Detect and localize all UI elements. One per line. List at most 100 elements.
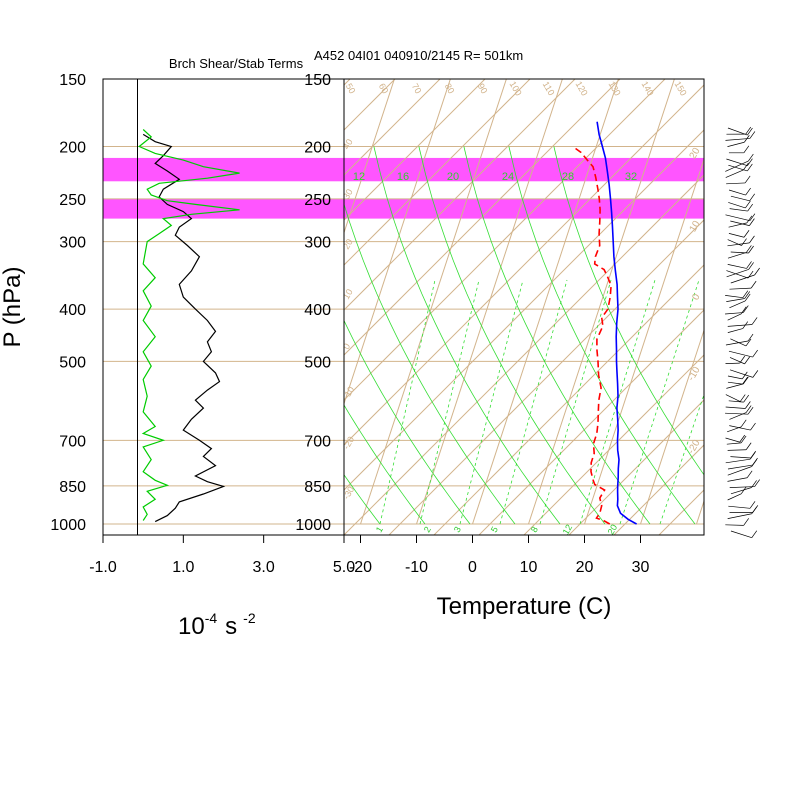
top-theta-label: 70	[410, 82, 424, 96]
bottom-mixing-label: 8	[529, 525, 540, 534]
bottom-mixing-label: 2	[422, 525, 433, 534]
y-tick-label: 250	[59, 192, 86, 209]
x-tick-label: 20	[576, 559, 594, 576]
wind-barb	[727, 477, 748, 482]
wind-barb-flag	[739, 394, 746, 402]
dry-adiabat	[523, 354, 704, 535]
wind-barb-flag	[744, 293, 751, 302]
wind-barb	[729, 486, 755, 488]
wind-barb-flag	[749, 218, 755, 226]
moist-adiabat	[508, 146, 696, 525]
right-x-tick-labels: -20 -10 0 10 20 30	[349, 535, 650, 576]
mixing-ratio-label: 20	[447, 171, 459, 183]
wind-barb	[726, 270, 749, 279]
mixing-ratio-line	[379, 279, 436, 525]
wind-barb	[726, 158, 748, 167]
moist-adiabat	[344, 202, 516, 525]
wind-barb	[729, 300, 746, 309]
wind-barb	[725, 160, 749, 172]
wind-barb-flag	[745, 401, 751, 409]
top-theta-label: 90	[476, 82, 490, 96]
bottom-mixing-label: 5	[489, 525, 500, 534]
y-tick-label: 400	[304, 302, 331, 319]
dry-adiabat	[0, 35, 349, 535]
x-label-unit-exponent: -2	[243, 610, 256, 626]
wind-barb	[725, 394, 741, 402]
y-tick-label: 1000	[50, 517, 86, 534]
wind-barb	[729, 369, 753, 378]
x-axis-label-left: 10-4 s -2	[178, 610, 256, 640]
wind-barb-flag	[748, 262, 754, 270]
top-theta-label: 150	[673, 79, 689, 97]
wind-barb-flag	[751, 530, 758, 538]
wind-barb-flag	[747, 407, 754, 415]
dry-adiabat	[478, 309, 704, 535]
wind-barb	[725, 406, 746, 409]
wind-barb	[727, 324, 753, 327]
wind-barb-flag	[751, 480, 757, 488]
wind-barb	[728, 400, 744, 403]
dry-adiabat	[344, 79, 531, 266]
wind-barb-flag	[745, 442, 752, 450]
isotherm	[528, 79, 675, 525]
mixing-ratio-label: 12	[353, 171, 365, 183]
mixing-ratio-label: 32	[625, 171, 637, 183]
wind-barb	[727, 464, 753, 470]
isotherm	[696, 499, 704, 525]
wind-barb	[725, 169, 744, 178]
moist-adiabat	[344, 474, 381, 525]
wind-barb-flag	[752, 370, 759, 378]
wind-barb-flag	[739, 355, 746, 364]
wind-barb-flag	[749, 131, 756, 139]
wind-barb	[725, 214, 750, 221]
moist-adiabat	[553, 146, 704, 476]
wind-barb	[730, 195, 750, 202]
y-tick-label: 150	[304, 72, 331, 89]
wind-barb-flag	[745, 200, 751, 209]
side-theta-label: 0	[341, 342, 352, 351]
wind-barb	[727, 264, 747, 269]
wind-barb	[728, 189, 746, 196]
x-tick-label: 30	[632, 559, 650, 576]
wind-barb-column	[725, 126, 760, 539]
mixing-ratio-label: 16	[397, 171, 409, 183]
top-theta-label: 130	[607, 79, 623, 97]
dewpoint-line	[572, 145, 612, 525]
wind-barb	[725, 138, 750, 141]
x-label-unit: s	[225, 613, 237, 640]
wind-barb-flag	[744, 175, 751, 184]
mixing-ratio-line	[659, 393, 704, 525]
y-tick-label: 400	[59, 302, 86, 319]
right-edge-label: -10	[686, 365, 703, 383]
isotherm	[640, 328, 704, 525]
top-theta-label: 50	[344, 82, 358, 96]
dry-adiabat	[344, 79, 666, 401]
highlight-band	[103, 157, 704, 182]
dry-adiabat	[344, 79, 486, 221]
wind-barb-flag	[742, 290, 749, 298]
wind-barb	[725, 295, 743, 299]
right-edge-label: 0	[690, 292, 703, 303]
wind-barb-flag	[743, 394, 750, 403]
wind-barb	[728, 505, 751, 509]
y-tick-label: 700	[59, 433, 86, 450]
y-tick-label: 150	[59, 72, 86, 89]
wind-barb	[727, 313, 742, 321]
right-y-tick-labels: 150 200 250 300 400 500 700 850 1000	[295, 72, 331, 534]
wind-barb	[727, 513, 752, 519]
wind-barb-flag	[747, 127, 753, 136]
left-panel-series	[138, 129, 240, 523]
wind-barb-flag	[747, 163, 753, 172]
green-profile-line	[138, 129, 240, 521]
wind-barb-flag	[745, 338, 752, 347]
wind-barb	[728, 222, 748, 228]
y-tick-label: 500	[304, 354, 331, 371]
wind-barb	[727, 252, 747, 259]
wind-barb	[727, 141, 745, 147]
side-theta-label: 20	[341, 237, 355, 251]
wind-barb	[730, 338, 747, 347]
wind-barb-flag	[749, 501, 756, 509]
bottom-mixing-label: 20	[606, 523, 620, 537]
top-theta-label: 100	[508, 79, 524, 97]
mixing-ratio-line	[499, 279, 568, 525]
